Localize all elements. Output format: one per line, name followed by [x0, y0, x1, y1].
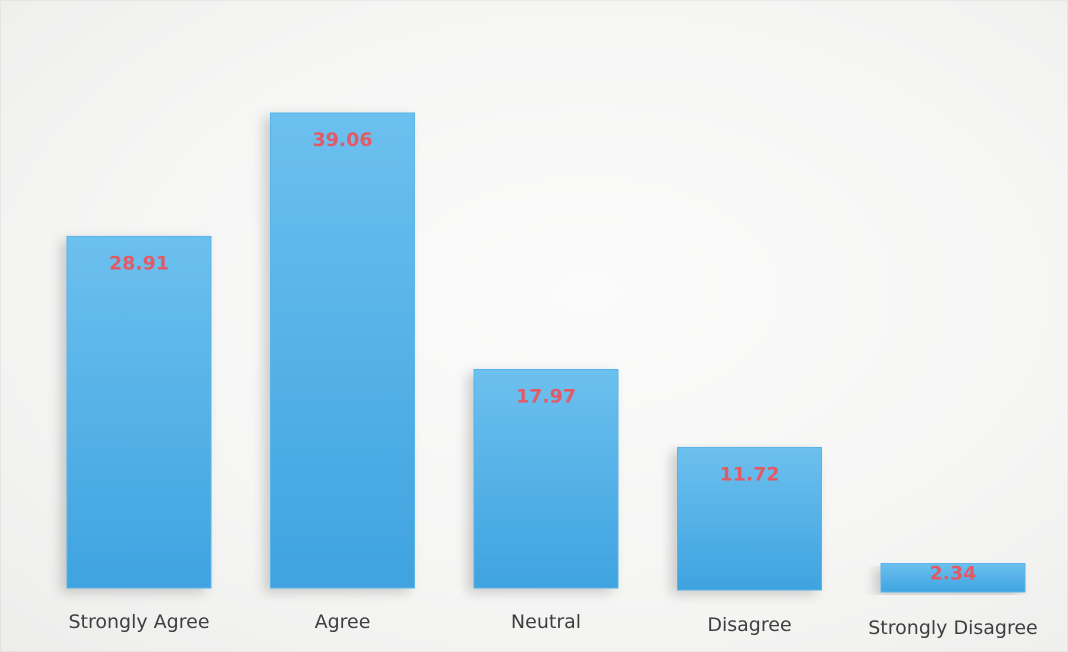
bars-layer — [66, 112, 1026, 593]
labels-layer: 28.91 Strongly Agree 39.06 Agree 17.97 Neutra… — [68, 129, 1037, 639]
bar-disagree — [677, 446, 822, 591]
bar-value-label: 17.97 — [516, 385, 576, 407]
category-label: Strongly Agree — [68, 611, 209, 633]
bar-value-label: 39.06 — [312, 129, 372, 151]
category-label: Neutral — [511, 611, 581, 633]
bar-value-label: 2.34 — [930, 563, 977, 585]
category-label: Agree — [315, 611, 371, 633]
bar-value-label: 28.91 — [109, 252, 169, 274]
category-label: Strongly Disagree — [868, 617, 1037, 639]
bar-value-label: 11.72 — [719, 463, 779, 485]
bar-neutral — [473, 368, 619, 589]
category-label: Disagree — [707, 614, 791, 636]
bar-strongly-agree — [66, 235, 212, 589]
bar-agree — [270, 112, 415, 589]
bar-strongly-disagree — [880, 563, 1026, 593]
